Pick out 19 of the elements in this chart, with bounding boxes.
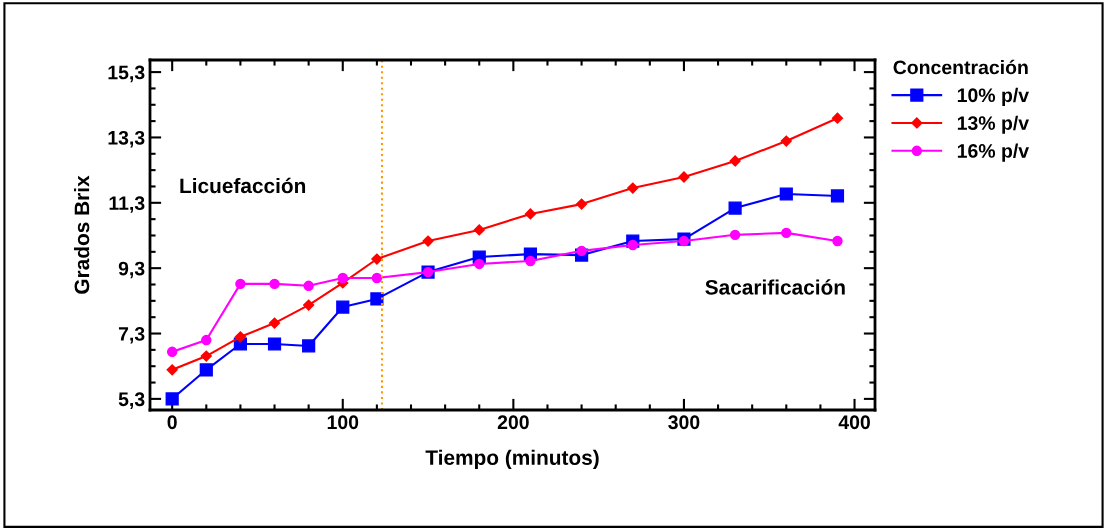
annotation: Sacarificación bbox=[705, 279, 845, 295]
y-tick-label: 9,3 bbox=[118, 261, 145, 279]
y-tick-label: 7,3 bbox=[118, 327, 145, 344]
y-tick-label: 11,3 bbox=[109, 196, 145, 213]
x-tick-label: 0 bbox=[167, 415, 177, 430]
x-tick-label: 100 bbox=[327, 415, 359, 430]
y-tick-label: 15,3 bbox=[108, 65, 145, 83]
y-tick-label: 5,3 bbox=[118, 392, 145, 409]
y-tick-label: 13,3 bbox=[108, 130, 145, 148]
x-tick-label: 200 bbox=[497, 415, 529, 430]
legend-label: 16% p/v bbox=[957, 143, 1029, 162]
x-tick-label: 400 bbox=[838, 415, 870, 430]
y-axis-title: Grados Brix bbox=[73, 175, 90, 294]
x-axis-title: Tiempo (minutos) bbox=[425, 449, 599, 470]
legend-title: Concentración bbox=[893, 59, 1028, 75]
annotation: Licuefacción bbox=[180, 177, 306, 194]
legend-label: 13% p/v bbox=[957, 115, 1029, 134]
x-tick-label: 300 bbox=[668, 415, 700, 430]
legend-label: 10% p/v bbox=[957, 87, 1029, 106]
